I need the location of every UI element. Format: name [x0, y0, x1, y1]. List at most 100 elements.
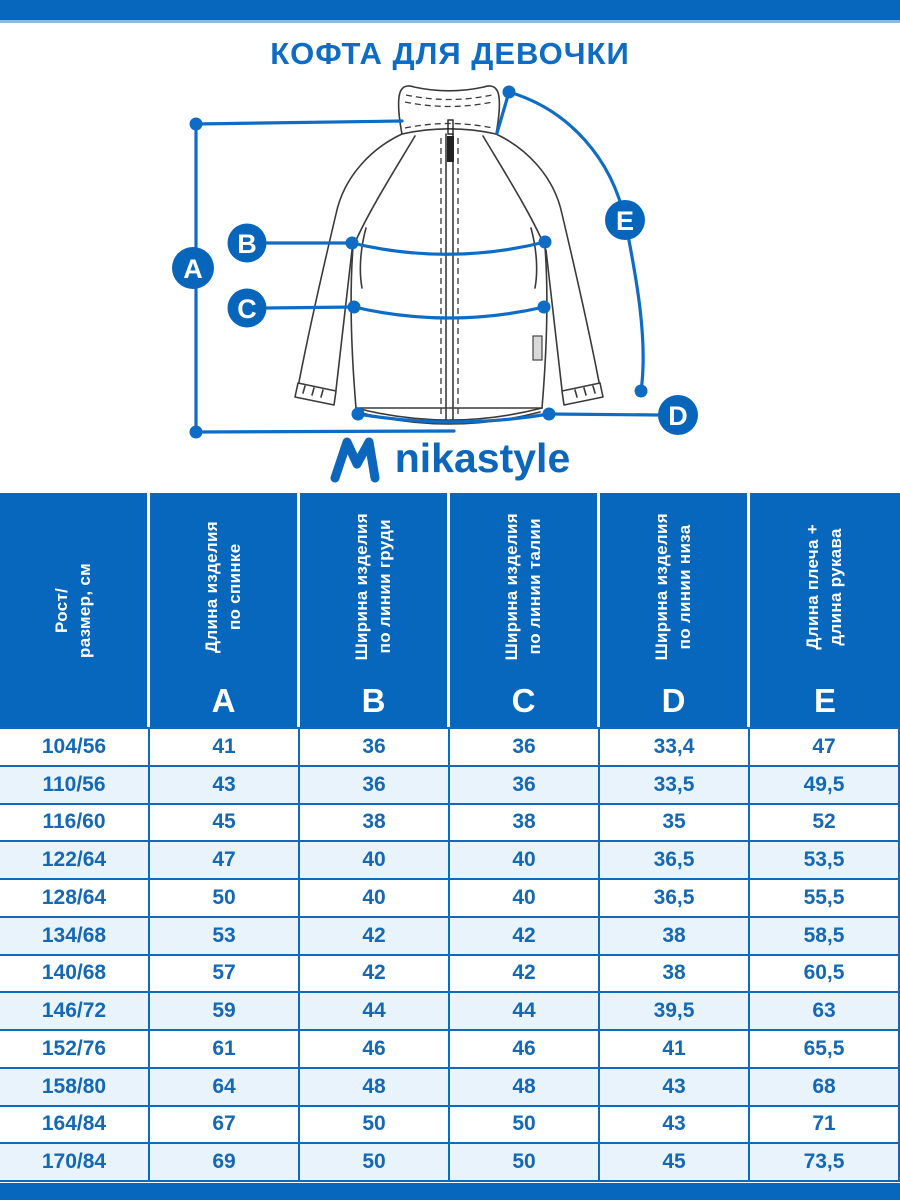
value-cell: 36	[450, 766, 600, 803]
value-cell: 44	[300, 993, 450, 1029]
table-row: 152/76 61 46 46 41 65,5	[0, 1029, 900, 1067]
size-table-header: Рост/ размер, см Длина изделия по спинке…	[0, 493, 900, 727]
value-cell: 33,5	[600, 766, 750, 803]
value-cell: 39,5	[600, 993, 750, 1029]
value-cell: 60,5	[750, 955, 900, 992]
value-cell: 50	[300, 1106, 450, 1143]
value-cell: 40	[450, 880, 600, 916]
side-tag	[532, 335, 543, 361]
value-cell: 42	[300, 955, 450, 992]
value-cell: 44	[450, 993, 600, 1029]
page-title: КОФТА ДЛЯ ДЕВОЧКИ	[270, 36, 630, 71]
value-cell: 58,5	[750, 917, 900, 954]
value-cell: 43	[600, 1068, 750, 1105]
value-cell: 46	[450, 1031, 600, 1067]
header-label-line: по линии талии	[524, 518, 544, 656]
size-cell: 140/68	[0, 955, 150, 992]
header-label-line: по линии низа	[674, 524, 694, 650]
size-cell: 170/84	[0, 1144, 150, 1180]
svg-text:A: A	[183, 254, 203, 284]
size-cell: 128/64	[0, 880, 150, 916]
table-row: 122/64 47 40 40 36,5 53,5	[0, 840, 900, 878]
value-cell: 42	[450, 917, 600, 954]
size-cell: 122/64	[0, 842, 150, 878]
value-cell: 50	[300, 1144, 450, 1180]
value-cell: 71	[750, 1106, 900, 1143]
value-cell: 36,5	[600, 880, 750, 916]
value-cell: 52	[750, 804, 900, 841]
measure-badge-c: C	[227, 288, 267, 328]
value-cell: 42	[450, 955, 600, 992]
value-cell: 41	[600, 1031, 750, 1067]
zipper-pull	[447, 136, 454, 162]
value-cell: 50	[150, 880, 300, 916]
size-cell: 110/56	[0, 766, 150, 803]
value-cell: 53,5	[750, 842, 900, 878]
header-letter-a: А	[211, 682, 236, 719]
jacket-measurement-diagram: A B C D E	[172, 85, 698, 439]
table-row: 146/72 59 44 44 39,5 63	[0, 991, 900, 1029]
value-cell: 43	[600, 1106, 750, 1143]
header-label-line: по спинке	[224, 543, 244, 631]
header-cell-c: Ширина изделия по линии талии С	[450, 493, 600, 727]
size-cell: 134/68	[0, 917, 150, 954]
table-row: 140/68 57 42 42 38 60,5	[0, 953, 900, 992]
header-label-line: Длина изделия	[201, 520, 221, 654]
value-cell: 46	[300, 1031, 450, 1067]
value-cell: 53	[150, 917, 300, 954]
header-label-line: размер, см	[74, 562, 94, 658]
value-cell: 65,5	[750, 1031, 900, 1067]
value-cell: 40	[450, 842, 600, 878]
size-cell: 146/72	[0, 993, 150, 1029]
value-cell: 61	[150, 1031, 300, 1067]
value-cell: 64	[150, 1068, 300, 1105]
header-label-e: Длина плеча + длина рукава	[802, 524, 848, 650]
bottom-accent-bar	[0, 1183, 900, 1200]
value-cell: 67	[150, 1106, 300, 1143]
header-label-size: Рост/ размер, см	[51, 563, 97, 658]
svg-text:B: B	[237, 229, 257, 259]
table-row: 128/64 50 40 40 36,5 55,5	[0, 878, 900, 916]
value-cell: 48	[300, 1068, 450, 1105]
measure-badge-e: E	[605, 200, 645, 240]
value-cell: 73,5	[750, 1144, 900, 1180]
header-label-line: Ширина изделия	[501, 513, 521, 661]
svg-text:D: D	[668, 401, 688, 431]
header-cell-d: Ширина изделия по линии низа D	[600, 493, 750, 727]
value-cell: 40	[300, 880, 450, 916]
value-cell: 48	[450, 1068, 600, 1105]
value-cell: 38	[600, 955, 750, 992]
table-row: 104/56 41 36 36 33,4 47	[0, 727, 900, 765]
value-cell: 49,5	[750, 766, 900, 803]
top-accent-bar	[0, 0, 900, 23]
header-label-c: Ширина изделия по линии талии	[501, 513, 547, 660]
value-cell: 38	[450, 804, 600, 841]
value-cell: 59	[150, 993, 300, 1029]
value-cell: 36	[300, 729, 450, 765]
header-cell-a: Длина изделия по спинке А	[150, 493, 300, 727]
value-cell: 63	[750, 993, 900, 1029]
value-cell: 38	[600, 917, 750, 954]
value-cell: 33,4	[600, 729, 750, 765]
header-label-b: Ширина изделия по линии груди	[351, 513, 397, 660]
value-cell: 43	[150, 766, 300, 803]
value-cell: 69	[150, 1144, 300, 1180]
measure-badge-a: A	[172, 247, 214, 289]
header-label-d: Ширина изделия по линии низа	[651, 513, 697, 660]
value-cell: 36	[300, 766, 450, 803]
size-cell: 164/84	[0, 1106, 150, 1143]
value-cell: 36	[450, 729, 600, 765]
value-cell: 47	[150, 842, 300, 878]
header-label-line: длина рукава	[826, 528, 845, 646]
table-row: 164/84 67 50 50 43 71	[0, 1104, 900, 1143]
header-label-a: Длина изделия по спинке	[201, 521, 247, 653]
brand-logo-text: nikastyle	[394, 434, 571, 481]
size-table: Рост/ размер, см Длина изделия по спинке…	[0, 493, 900, 1182]
size-cell: 104/56	[0, 729, 150, 765]
value-cell: 42	[300, 917, 450, 954]
header-label-line: Длина плеча +	[803, 524, 823, 650]
svg-text:E: E	[616, 206, 634, 236]
value-cell: 41	[150, 729, 300, 765]
brand-logo: nikastyle	[0, 433, 900, 483]
header-cell-b: Ширина изделия по линии груди В	[300, 493, 450, 727]
